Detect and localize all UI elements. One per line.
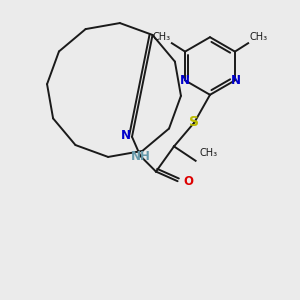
Text: N: N <box>179 74 190 87</box>
Text: N: N <box>230 74 241 87</box>
Text: S: S <box>189 116 200 129</box>
Text: CH₃: CH₃ <box>152 32 171 42</box>
Text: CH₃: CH₃ <box>249 32 268 42</box>
Text: CH₃: CH₃ <box>199 148 217 158</box>
Text: N: N <box>121 129 131 142</box>
Text: O: O <box>184 175 194 188</box>
Text: NH: NH <box>130 149 150 163</box>
